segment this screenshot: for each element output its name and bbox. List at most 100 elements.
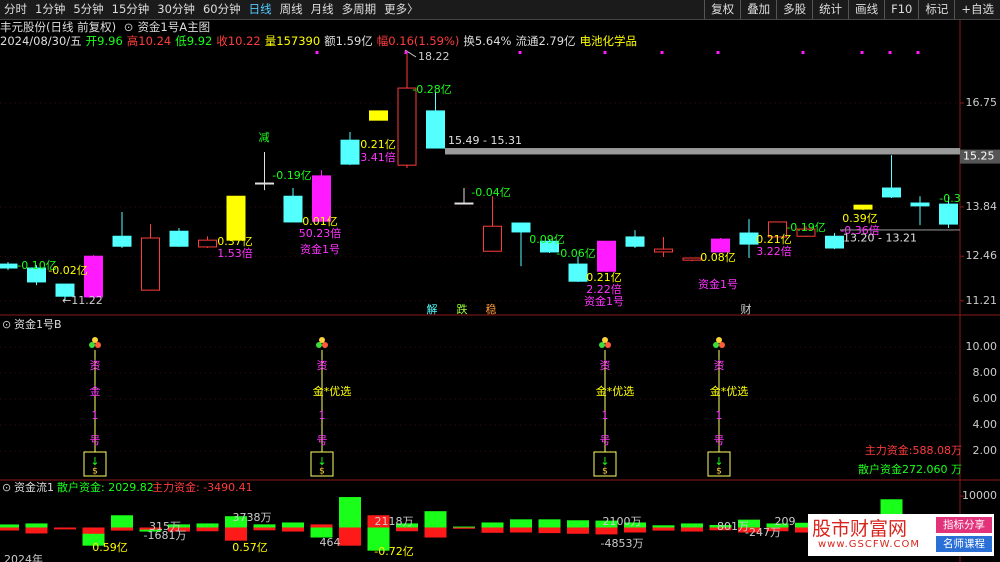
signal-box — [310, 451, 334, 477]
period-tab[interactable]: 更多〉 — [384, 2, 419, 16]
period-tab[interactable]: 分时 — [4, 2, 27, 16]
signal-dot — [716, 51, 720, 54]
flow-bar — [54, 527, 76, 530]
flow-bar — [624, 527, 646, 533]
candle-body — [682, 257, 702, 261]
annotation: -0.36倍 — [840, 223, 879, 237]
signal-text: 1 — [716, 409, 723, 422]
watermark-tag[interactable]: 名师课程 — [936, 536, 992, 552]
period-tab[interactable]: 60分钟 — [202, 2, 241, 16]
flow-bar — [82, 527, 105, 534]
signal-icon — [602, 337, 608, 343]
annotation: 18.22 — [418, 50, 450, 63]
signal-arrow: ↓ — [714, 455, 723, 468]
flow-bar — [681, 523, 703, 528]
y-tick-label: 13.84 — [966, 200, 998, 213]
flow-bar — [111, 527, 133, 531]
flow-bar — [253, 527, 276, 531]
flow-bar — [652, 527, 675, 531]
signal-icon — [713, 342, 719, 348]
watermark: 股市财富网 www.GSCFW.COM 指标分享 名师课程 — [808, 514, 994, 556]
quote-field: 量157390 — [264, 34, 321, 48]
period-tab[interactable]: 15分钟 — [111, 2, 150, 16]
candle-body — [654, 248, 673, 253]
candle-body — [568, 263, 588, 282]
flow-label: -0.72亿 — [374, 545, 413, 558]
annotation: 解 — [427, 302, 438, 316]
annotation: -0.3 — [939, 192, 960, 205]
tool-button[interactable]: 画线 — [848, 0, 884, 19]
period-tab[interactable]: 30分钟 — [157, 2, 195, 16]
tool-button[interactable]: +自选 — [954, 0, 1000, 19]
y-tick-label: 10000 — [962, 489, 997, 502]
signal-box — [83, 451, 107, 477]
tool-button[interactable]: 叠加 — [740, 0, 776, 19]
pane-icon: ⊙ — [2, 318, 11, 331]
tool-button[interactable]: 标记 — [918, 0, 954, 19]
tool-button[interactable]: 统计 — [812, 0, 848, 19]
indicator-name[interactable]: 资金1号A主图 — [137, 20, 211, 34]
flow-bar — [396, 523, 418, 528]
candle-body — [511, 222, 531, 233]
flow-bar — [0, 527, 19, 531]
period-tab[interactable]: 周线 — [279, 2, 303, 16]
tool-button[interactable]: F10 — [884, 0, 918, 19]
watermark-tag[interactable]: 指标分享 — [936, 517, 992, 533]
tool-button[interactable]: 多股 — [776, 0, 812, 19]
y-tick-label: 11.21 — [966, 294, 998, 307]
flow-label: 3738万 — [233, 511, 272, 524]
signal-dot — [916, 51, 920, 54]
annotation: -0.06亿 — [556, 247, 595, 260]
annotation: 稳 — [486, 302, 497, 316]
flow-bar — [709, 527, 732, 531]
legend-main: 主力资金: -3490.41 — [152, 480, 253, 494]
y-tick-label: 16.75 — [966, 96, 998, 109]
pane-title: 资金流1 — [14, 480, 54, 494]
candle-body — [27, 267, 46, 283]
signal-icon — [92, 337, 98, 343]
signal-text: 号 — [317, 434, 328, 447]
period-tab[interactable]: 1分钟 — [35, 2, 66, 16]
period-tab[interactable]: 月线 — [310, 2, 334, 16]
signal-box — [593, 451, 617, 477]
annotation: -0.02亿 — [48, 264, 87, 277]
zone-label: 15.49 - 15.31 — [448, 134, 522, 147]
tool-button[interactable]: 复权 — [704, 0, 740, 19]
period-tab[interactable]: 日线 — [248, 2, 272, 16]
flow-label: 209 — [775, 515, 796, 528]
flow-bar — [282, 522, 304, 528]
indicator-icon[interactable]: ⊙ — [123, 20, 134, 34]
period-tab[interactable]: 多周期 — [341, 2, 377, 16]
signal-text: 资 — [714, 359, 725, 372]
flow-label: -247万 — [745, 526, 781, 539]
signal-text: 1 — [602, 409, 609, 422]
quote-field: 流通2.79亿 — [515, 34, 576, 48]
annotation: 0.21亿 — [756, 233, 792, 246]
signal-text: 金 — [90, 384, 101, 398]
flow-bar — [424, 511, 447, 528]
quote-field: 换5.64% — [463, 34, 512, 48]
flow-bar — [624, 522, 646, 528]
annotation: 2.22倍 — [586, 282, 622, 296]
annotation: -0.04亿 — [471, 186, 510, 199]
flow-bar — [168, 527, 190, 532]
quote-field: 收10.22 — [216, 34, 261, 48]
period-tab[interactable]: 5分钟 — [73, 2, 104, 16]
annotation: 3.41倍 — [360, 150, 396, 164]
flow-bar — [168, 524, 190, 528]
watermark-url: www.GSCFW.COM — [818, 539, 921, 550]
annotation: 资金1号 — [300, 242, 340, 256]
signal-text: 资 — [600, 359, 611, 372]
flow-bar — [510, 519, 532, 528]
signal-text: 金*优选 — [596, 384, 635, 398]
flow-label: -1681万 — [144, 529, 187, 542]
candle-body — [853, 204, 873, 210]
flow-bar — [567, 520, 589, 528]
signal-icon — [89, 342, 95, 348]
annotation: ←11.22 — [62, 294, 103, 307]
annotation: 0.21亿 — [360, 138, 396, 151]
flow-bar — [282, 527, 304, 532]
signal-dot — [801, 51, 805, 54]
candle-body — [882, 187, 901, 198]
flow-label: 464 — [320, 536, 341, 549]
